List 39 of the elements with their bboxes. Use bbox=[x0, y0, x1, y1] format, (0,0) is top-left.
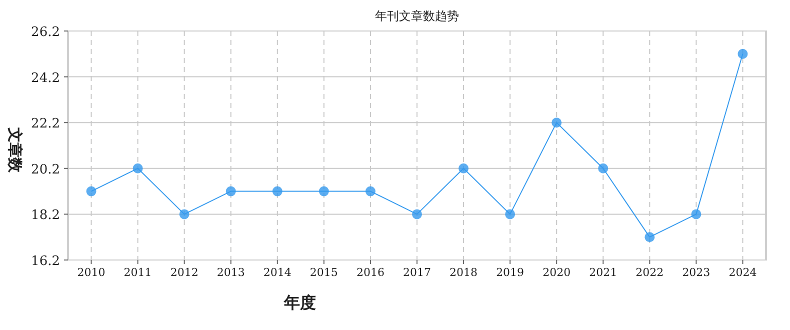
x-tick-label: 2010 bbox=[77, 266, 106, 279]
x-tick-label: 2022 bbox=[636, 266, 664, 279]
point bbox=[458, 163, 469, 174]
x-tick-label: 2011 bbox=[124, 266, 152, 279]
x-tick-label: 2015 bbox=[310, 266, 338, 279]
y-tick-label: 22.2 bbox=[31, 116, 60, 132]
point bbox=[365, 186, 376, 196]
point bbox=[318, 186, 329, 196]
point bbox=[179, 209, 190, 220]
point bbox=[691, 209, 702, 220]
point bbox=[86, 186, 96, 196]
x-tick-label: 2012 bbox=[170, 266, 198, 279]
point bbox=[505, 209, 516, 220]
y-tick-label: 20.2 bbox=[31, 162, 60, 178]
y-tick-label: 24.2 bbox=[31, 70, 60, 86]
x-tick-label: 2014 bbox=[263, 266, 292, 279]
x-tick-label: 2021 bbox=[589, 266, 618, 279]
point bbox=[552, 118, 562, 128]
point bbox=[226, 186, 236, 196]
x-tick-label: 2016 bbox=[356, 266, 384, 279]
x-tick-label: 2020 bbox=[542, 266, 571, 279]
point bbox=[132, 163, 143, 174]
x-tick-label: 2024 bbox=[728, 266, 757, 279]
x-tick-label: 2023 bbox=[682, 266, 710, 279]
x-tick-label: 2017 bbox=[403, 266, 431, 279]
y-axis-title: 文章数 bbox=[6, 126, 24, 174]
x-tick-label: 2019 bbox=[496, 266, 524, 279]
point bbox=[738, 48, 748, 59]
y-tick-label: 18.2 bbox=[31, 208, 60, 224]
x-axis-title: 年度 bbox=[283, 293, 316, 312]
y-tick-label: 26.2 bbox=[31, 25, 60, 40]
x-tick-label: 2013 bbox=[216, 266, 245, 279]
y-tick-label: 16.2 bbox=[31, 254, 60, 269]
x-tick-label: 2018 bbox=[450, 266, 478, 279]
chart-title: 年刊文章数趋势 bbox=[375, 9, 459, 23]
point bbox=[272, 186, 282, 196]
point bbox=[644, 232, 655, 242]
point bbox=[598, 163, 608, 174]
point bbox=[412, 209, 422, 220]
